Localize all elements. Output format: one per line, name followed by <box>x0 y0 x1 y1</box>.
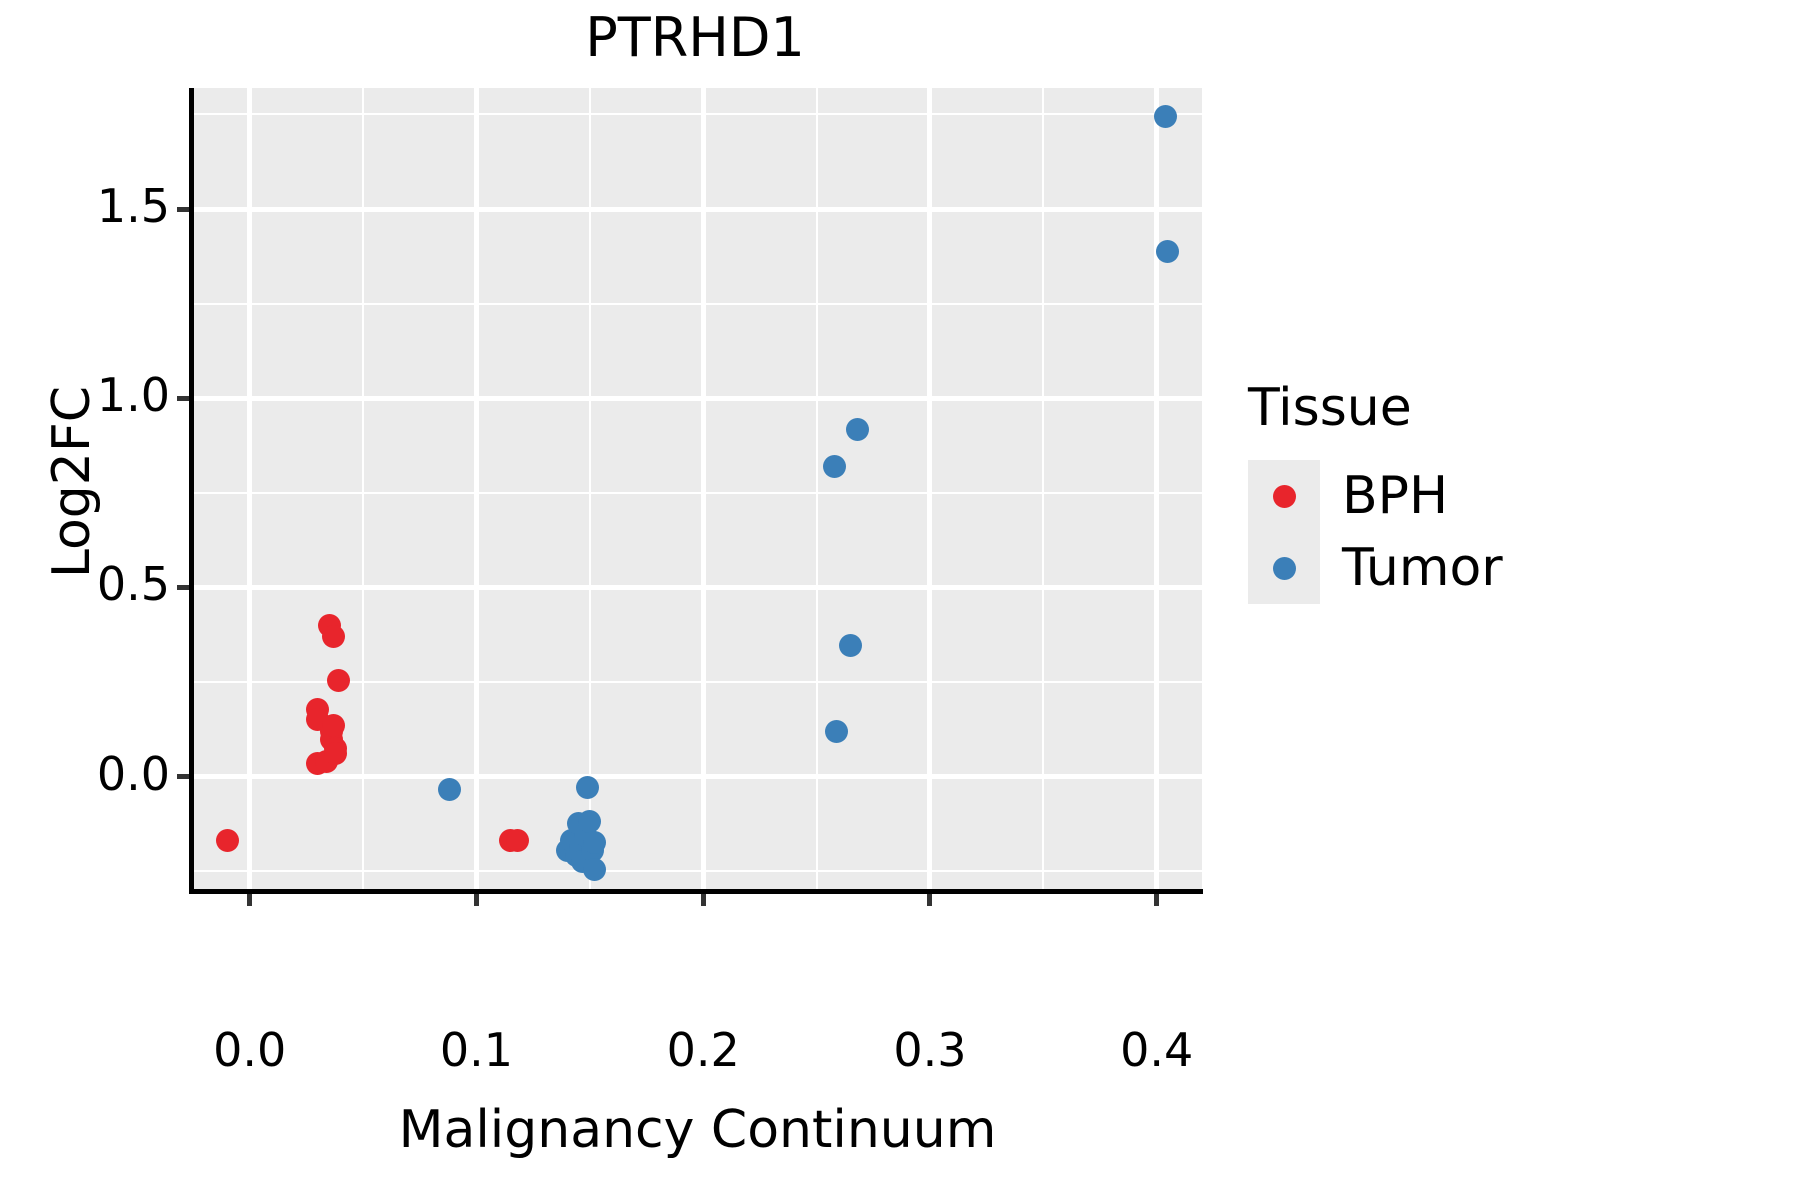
gridline-minor-horizontal <box>193 491 1202 494</box>
x-axis-label: Malignancy Continuum <box>398 1100 997 1160</box>
data-point-bph <box>322 713 346 737</box>
gridline-major-horizontal <box>193 206 1202 212</box>
y-tick-mark <box>177 584 189 590</box>
x-tick-label: 0.0 <box>213 1023 287 1077</box>
y-tick-mark <box>177 774 189 779</box>
gridline-major-vertical <box>473 88 479 890</box>
y-axis-line <box>189 88 194 892</box>
gridline-major-vertical <box>700 88 706 890</box>
data-point-tumor <box>437 778 461 802</box>
legend-item-label: Tumor <box>1342 538 1503 598</box>
legend-key-swatch <box>1248 532 1320 604</box>
x-tick-mark <box>700 894 706 906</box>
y-tick-label: 0.0 <box>96 746 170 801</box>
x-tick-label: 0.1 <box>439 1023 513 1077</box>
gridline-major-vertical <box>247 88 253 890</box>
legend-item-bph[interactable]: BPH <box>1248 460 1768 532</box>
data-point-tumor <box>576 776 600 800</box>
legend-item-label: BPH <box>1342 466 1449 526</box>
gridline-major-vertical <box>1154 88 1160 890</box>
gridline-minor-horizontal <box>193 302 1202 305</box>
data-point-tumor <box>578 810 602 834</box>
legend-item-tumor[interactable]: Tumor <box>1248 532 1768 604</box>
data-point-bph <box>505 829 529 853</box>
data-point-tumor <box>582 831 606 855</box>
gridline-major-horizontal <box>193 774 1202 779</box>
data-point-bph <box>324 741 348 765</box>
x-tick-mark <box>1154 894 1160 906</box>
x-axis-line <box>189 889 1203 894</box>
data-point-bph <box>326 668 350 692</box>
gridline-minor-vertical <box>588 88 591 890</box>
y-axis-label: Log2FC <box>42 385 102 579</box>
chart-title: PTRHD1 <box>585 6 805 69</box>
gridline-minor-vertical <box>815 88 818 890</box>
y-tick-mark <box>177 395 189 401</box>
data-point-tumor <box>825 720 849 744</box>
legend-title: Tissue <box>1248 378 1412 438</box>
gridline-minor-horizontal <box>193 113 1202 116</box>
gridline-major-horizontal <box>193 395 1202 401</box>
x-tick-label: 0.4 <box>1120 1023 1194 1077</box>
y-tick-label: 0.5 <box>96 557 170 612</box>
gridline-major-vertical <box>927 88 933 890</box>
legend-items: BPH Tumor <box>1248 460 1768 604</box>
data-point-bph <box>215 829 239 853</box>
x-tick-label: 0.3 <box>893 1023 967 1077</box>
gridline-minor-vertical <box>1042 88 1045 890</box>
data-point-tumor <box>823 454 847 478</box>
plot-panel <box>193 88 1202 890</box>
data-point-tumor <box>845 417 869 441</box>
data-point-tumor <box>1154 104 1178 128</box>
y-tick-label: 1.5 <box>96 179 170 234</box>
gridline-minor-horizontal <box>193 680 1202 683</box>
legend-dot-icon <box>1272 484 1296 508</box>
gridline-minor-vertical <box>362 88 365 890</box>
gridline-major-horizontal <box>193 584 1202 590</box>
legend-dot-icon <box>1272 556 1296 580</box>
legend: Tissue BPH Tumor <box>1248 378 1768 604</box>
data-point-tumor <box>839 634 863 658</box>
x-tick-mark <box>927 894 933 906</box>
x-tick-mark <box>247 894 253 906</box>
y-tick-mark <box>177 206 189 212</box>
legend-key-swatch <box>1248 460 1320 532</box>
data-point-tumor <box>582 857 606 881</box>
data-point-bph <box>322 625 346 649</box>
y-tick-label: 1.0 <box>96 368 170 423</box>
gridline-minor-horizontal <box>193 870 1202 873</box>
data-point-tumor <box>1156 239 1180 263</box>
x-tick-label: 0.2 <box>666 1023 740 1077</box>
x-tick-mark <box>473 894 479 906</box>
